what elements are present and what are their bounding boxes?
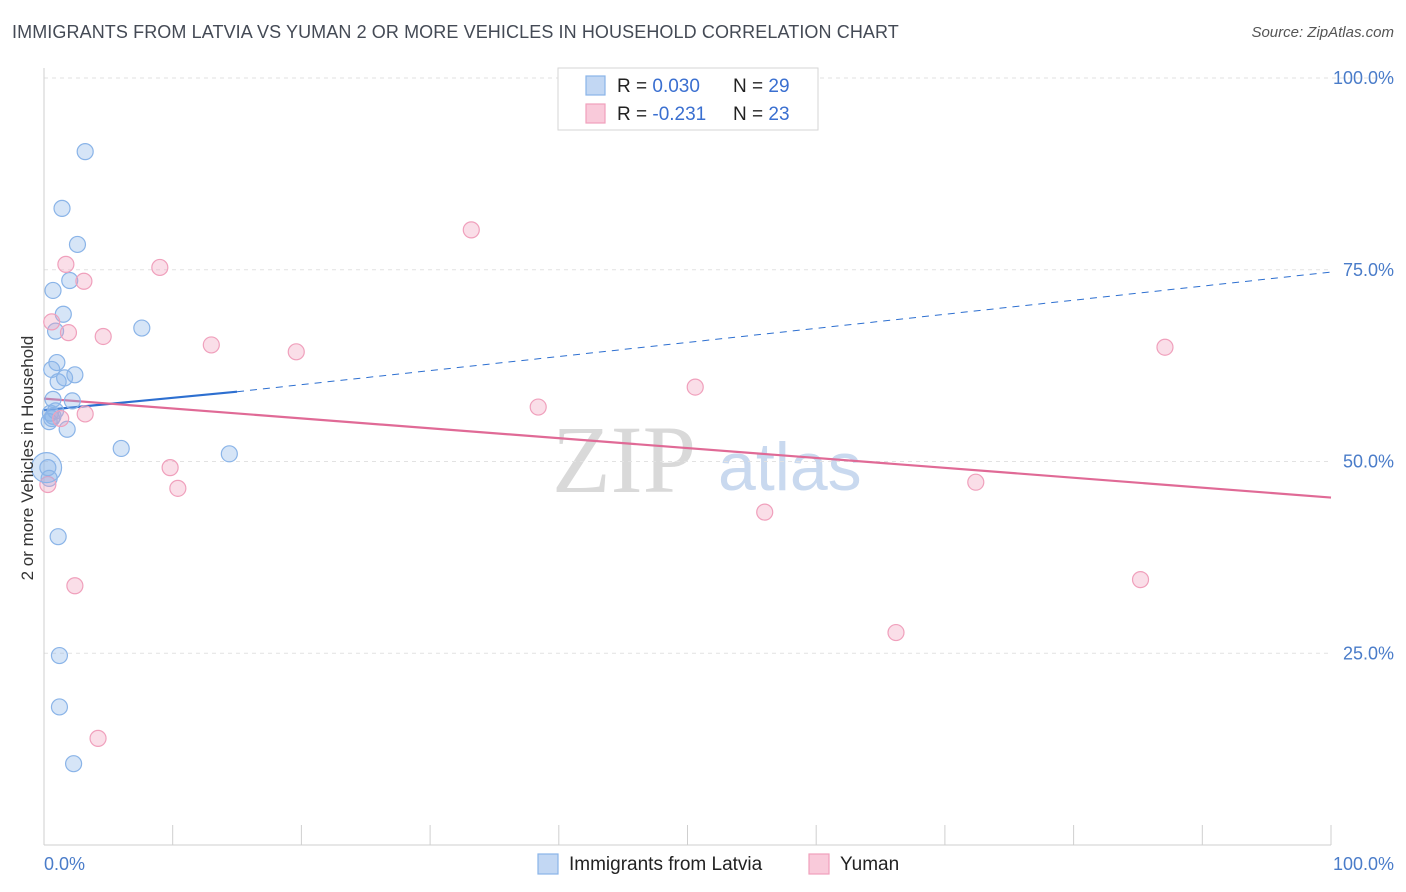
x-tick-label: 0.0% bbox=[44, 854, 85, 874]
y-tick-label: 100.0% bbox=[1333, 68, 1394, 88]
legend-label-latvia: Immigrants from Latvia bbox=[569, 854, 763, 875]
point-yuman bbox=[161, 459, 179, 477]
point-yuman bbox=[59, 324, 78, 342]
point-yuman bbox=[39, 475, 57, 494]
point-latvia bbox=[65, 755, 83, 773]
point-latvia bbox=[50, 646, 69, 665]
point-yuman bbox=[287, 343, 305, 361]
svg-text:R = 0.030: R = 0.030 bbox=[617, 76, 700, 97]
point-latvia bbox=[112, 439, 130, 458]
svg-text:N = 23: N = 23 bbox=[733, 104, 790, 125]
stats-n-label: N = bbox=[733, 76, 768, 97]
point-latvia bbox=[58, 420, 76, 438]
stats-r-label: R = bbox=[617, 76, 652, 97]
y-tick-label: 75.0% bbox=[1343, 260, 1394, 280]
point-yuman bbox=[686, 378, 704, 396]
point-latvia bbox=[46, 322, 65, 340]
stats-legend-swatch-latvia bbox=[585, 75, 606, 96]
point-yuman bbox=[756, 503, 774, 521]
source-credit: Source: ZipAtlas.com bbox=[1251, 24, 1394, 41]
stats-r-value: 0.030 bbox=[652, 76, 700, 97]
trend-line-latvia bbox=[236, 271, 1332, 393]
point-latvia bbox=[220, 445, 238, 463]
point-latvia bbox=[44, 281, 62, 300]
x-tick-labels: 0.0% 100.0% bbox=[44, 854, 1394, 874]
trend-line-yuman bbox=[43, 397, 1332, 499]
point-yuman bbox=[887, 623, 905, 642]
y-tick-label: 25.0% bbox=[1343, 643, 1394, 663]
point-latvia bbox=[30, 452, 63, 484]
point-latvia bbox=[50, 698, 69, 716]
watermark-zip: ZIP bbox=[552, 406, 696, 513]
point-latvia bbox=[68, 235, 87, 254]
point-yuman bbox=[202, 336, 220, 354]
trend-line-latvia bbox=[43, 390, 238, 412]
point-yuman bbox=[52, 409, 70, 428]
point-yuman bbox=[1156, 338, 1174, 356]
y-tick-label: 50.0% bbox=[1343, 452, 1394, 472]
point-latvia bbox=[53, 199, 71, 217]
y-tick-labels: 25.0% 50.0% 75.0% 100.0% bbox=[1333, 68, 1394, 663]
point-latvia bbox=[49, 528, 67, 546]
x-tick-label: 100.0% bbox=[1333, 854, 1394, 874]
point-yuman bbox=[94, 327, 112, 346]
point-yuman bbox=[66, 577, 84, 595]
svg-text:R = -0.231: R = -0.231 bbox=[617, 104, 706, 125]
point-yuman bbox=[529, 398, 547, 416]
y-axis-label: 2 or more Vehicles in Household bbox=[18, 336, 37, 581]
point-yuman bbox=[57, 255, 75, 273]
point-yuman bbox=[89, 729, 107, 747]
point-latvia bbox=[63, 392, 81, 410]
trend-lines bbox=[43, 271, 1332, 499]
point-latvia bbox=[61, 271, 79, 290]
point-yuman bbox=[169, 479, 187, 497]
data-points bbox=[30, 143, 1174, 773]
chart-title: IMMIGRANTS FROM LATVIA VS YUMAN 2 OR MOR… bbox=[12, 22, 899, 42]
legend-label-yuman: Yuman bbox=[840, 854, 899, 875]
point-latvia bbox=[43, 409, 61, 428]
stats-r-label: R = bbox=[617, 104, 652, 125]
stats-n-label: N = bbox=[733, 104, 768, 125]
point-yuman bbox=[462, 221, 480, 239]
stats-n-value: 23 bbox=[768, 104, 789, 125]
legend-swatch-latvia bbox=[537, 853, 559, 875]
point-latvia bbox=[133, 319, 151, 337]
point-yuman bbox=[76, 405, 94, 423]
gridlines bbox=[44, 77, 1394, 654]
point-yuman bbox=[151, 258, 169, 277]
stats-r-value: -0.231 bbox=[652, 104, 706, 125]
series-legend: Immigrants from Latvia Yuman bbox=[537, 853, 899, 875]
stats-legend-swatch-yuman bbox=[585, 103, 606, 124]
point-yuman bbox=[1131, 571, 1150, 589]
point-yuman bbox=[43, 313, 61, 331]
point-yuman bbox=[75, 272, 93, 290]
point-latvia bbox=[76, 143, 94, 161]
svg-text:N = 29: N = 29 bbox=[733, 76, 790, 97]
point-latvia bbox=[66, 366, 84, 384]
axes bbox=[43, 68, 1332, 846]
point-latvia bbox=[49, 373, 67, 391]
legend-swatch-yuman bbox=[808, 853, 830, 875]
watermark-atlas: atlas bbox=[718, 429, 862, 505]
stats-n-value: 29 bbox=[768, 76, 789, 97]
point-yuman bbox=[967, 473, 985, 491]
stats-legend: R = 0.030 N = 29 R = -0.231 N = 23 bbox=[557, 67, 819, 131]
